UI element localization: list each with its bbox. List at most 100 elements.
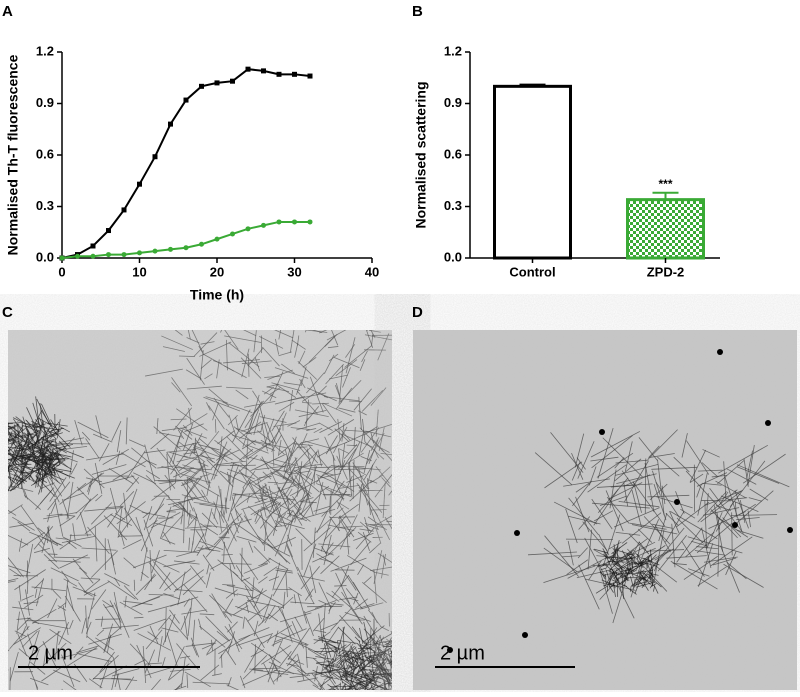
fibril	[395, 663, 397, 677]
x-tick-label: 10	[132, 264, 146, 279]
fibril	[632, 566, 638, 567]
marker	[60, 256, 65, 261]
fibril	[6, 427, 7, 448]
fibril	[397, 632, 407, 655]
fibril	[0, 444, 4, 457]
fibril	[2, 436, 8, 446]
fibril	[389, 646, 411, 664]
fibril	[397, 650, 408, 668]
fibril	[0, 441, 6, 454]
fibril	[0, 465, 1, 476]
y-tick-label: 0.0	[36, 249, 54, 264]
y-tick-label: 0.3	[36, 198, 54, 213]
fibril	[384, 679, 385, 692]
x-tick-label: 20	[210, 264, 224, 279]
x-tick-label: Control	[509, 264, 555, 279]
fibril	[0, 477, 9, 487]
fibril	[392, 650, 400, 662]
fibril	[0, 467, 2, 494]
fibril	[610, 569, 611, 586]
marker	[246, 67, 251, 72]
x-tick-label: 0	[58, 264, 65, 279]
fibril	[347, 445, 358, 446]
y-axis-label: Normalised scattering	[413, 81, 429, 228]
marker	[91, 243, 96, 248]
marker	[230, 231, 235, 236]
marker	[137, 250, 142, 255]
fibril	[396, 683, 397, 692]
particle	[514, 530, 520, 536]
marker	[261, 68, 266, 73]
fibril	[0, 447, 3, 454]
fibril	[399, 673, 405, 684]
fibril	[0, 441, 3, 457]
x-tick-label: ZPD-2	[647, 264, 685, 279]
x-tick-label: 30	[287, 264, 301, 279]
x-tick-label: 40	[365, 264, 379, 279]
fibril	[0, 437, 8, 443]
marker	[292, 219, 297, 224]
fibril	[1, 447, 7, 461]
fibril	[390, 674, 409, 676]
fibril	[398, 676, 399, 692]
fibril	[371, 510, 386, 511]
marker	[215, 80, 220, 85]
marker	[122, 207, 127, 212]
fibril	[1, 449, 8, 457]
fibril	[402, 656, 407, 672]
panel-label: C	[2, 304, 13, 321]
fibril	[2, 464, 5, 477]
fibril	[0, 440, 1, 451]
y-tick-label: 0.9	[444, 95, 462, 110]
marker	[308, 219, 313, 224]
fibril	[404, 644, 412, 661]
fibril	[392, 657, 403, 663]
fibril	[395, 660, 409, 669]
marker	[184, 245, 189, 250]
fibril	[0, 427, 4, 440]
panel-label: D	[412, 304, 423, 321]
marker	[292, 72, 297, 77]
fibril	[4, 457, 5, 465]
fibril	[367, 308, 381, 331]
fibril	[401, 660, 403, 680]
fibril	[134, 580, 135, 591]
fibril	[4, 475, 6, 499]
fibril	[1, 446, 7, 454]
fibril	[0, 620, 8, 628]
fibril	[391, 631, 405, 651]
fibril	[6, 443, 8, 471]
y-tick-label: 1.2	[36, 43, 54, 58]
scale-label: 2 µm	[28, 642, 73, 664]
fibril	[397, 654, 411, 670]
y-tick-label: 0.9	[36, 95, 54, 110]
fibril	[399, 648, 409, 661]
fibril	[1, 444, 2, 457]
y-tick-label: 0.3	[444, 198, 462, 213]
fibril	[0, 429, 7, 433]
marker	[168, 122, 173, 127]
fibril	[395, 648, 396, 659]
marker	[199, 84, 204, 89]
fibril	[0, 460, 3, 463]
fibril	[0, 434, 4, 452]
fibril	[394, 661, 406, 677]
marker	[137, 182, 142, 187]
y-axis-label: Normalised Th-T fluorescence	[5, 54, 21, 255]
marker	[199, 242, 204, 247]
fibril	[215, 419, 216, 433]
marker	[168, 247, 173, 252]
fibril	[404, 665, 409, 671]
fibril	[0, 455, 8, 476]
fibril	[0, 399, 6, 426]
marker	[277, 72, 282, 77]
fibril	[0, 471, 3, 476]
fibril	[0, 461, 6, 475]
fibril	[0, 447, 4, 460]
fibril	[0, 433, 7, 441]
marker	[230, 79, 235, 84]
fibril	[0, 461, 7, 473]
fibril	[0, 456, 2, 462]
fibril	[389, 661, 413, 662]
